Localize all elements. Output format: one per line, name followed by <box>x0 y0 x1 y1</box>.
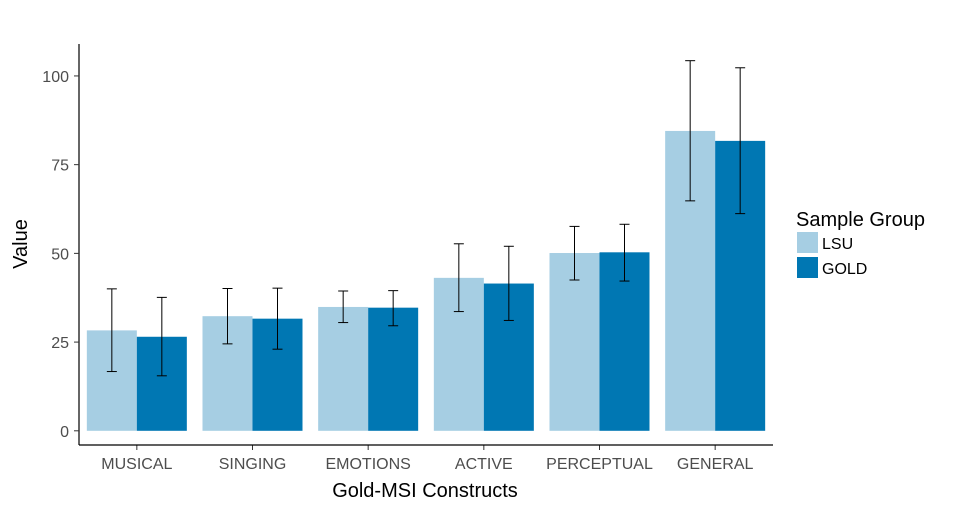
x-axis-title: Gold-MSI Constructs <box>332 480 518 502</box>
y-tick-label: 25 <box>51 335 69 352</box>
bar-lsu-emotions <box>318 306 369 431</box>
x-tick-label: EMOTIONS <box>325 456 410 473</box>
bar-gold-perceptual <box>599 252 650 431</box>
bars-layer <box>86 130 766 431</box>
x-tick-label: PERCEPTUAL <box>546 456 653 473</box>
bar-lsu-perceptual <box>549 253 600 431</box>
legend-label-lsu: LSU <box>822 236 853 253</box>
errorbar-gold-singing <box>272 287 283 350</box>
axes-layer <box>74 44 773 450</box>
x-tick-label: ACTIVE <box>455 456 513 473</box>
errorbar-gold-emotions <box>388 290 399 327</box>
x-tick-label: MUSICAL <box>101 456 172 473</box>
legend-swatch-lsu <box>797 232 818 253</box>
errorbar-lsu-perceptual <box>569 225 580 281</box>
errorbar-lsu-emotions <box>338 290 349 324</box>
errorbars-layer <box>106 60 746 377</box>
legend-title: Sample Group <box>796 209 925 231</box>
x-tick-label: SINGING <box>219 456 287 473</box>
errorbar-gold-general <box>735 67 746 215</box>
legend-swatch-gold <box>797 257 818 278</box>
errorbar-lsu-active <box>453 243 464 313</box>
errorbar-lsu-general <box>685 60 696 202</box>
errorbar-lsu-singing <box>222 288 233 345</box>
errorbar-gold-musical <box>156 296 167 377</box>
y-tick-label: 75 <box>51 158 69 175</box>
y-tick-label: 100 <box>42 69 69 86</box>
bar-gold-emotions <box>368 307 419 431</box>
legend-label-gold: GOLD <box>822 261 867 278</box>
y-tick-label: 50 <box>51 246 69 263</box>
errorbar-gold-active <box>503 245 514 321</box>
y-axis-title: Value <box>10 219 32 269</box>
labels-layer: MUSICAL SINGING EMOTIONS ACTIVE PERCEPTUAL GE… <box>42 69 753 473</box>
x-tick-label: GENERAL <box>677 456 754 473</box>
errorbar-gold-perceptual <box>619 223 630 282</box>
legend: Sample Group LSU GOLD <box>796 209 925 278</box>
errorbar-lsu-musical <box>106 288 117 373</box>
y-tick-label: 0 <box>60 424 69 441</box>
